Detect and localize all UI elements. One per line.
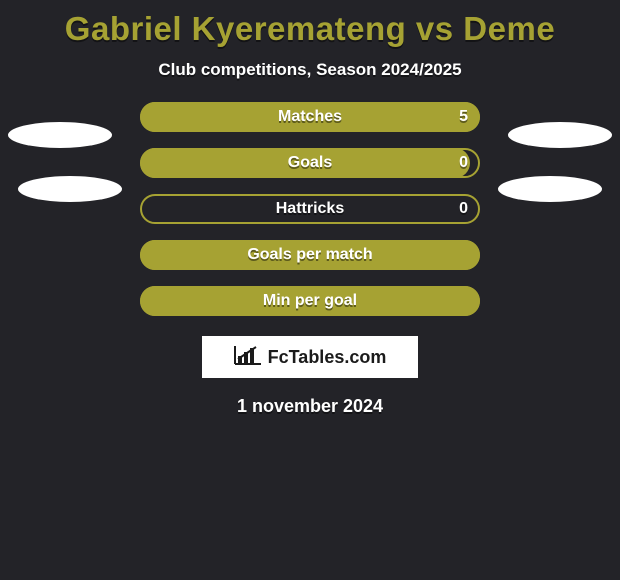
stat-label: Hattricks (140, 194, 480, 224)
chart-bars-icon (234, 345, 262, 370)
stat-value-right: 0 (459, 194, 468, 224)
player-right-photo-placeholder (508, 122, 612, 148)
snapshot-date: 1 november 2024 (0, 396, 620, 417)
player-right-flag-placeholder (498, 176, 602, 202)
comparison-card: Gabriel Kyeremateng vs Deme Club competi… (0, 0, 620, 580)
player-left-flag-placeholder (18, 176, 122, 202)
stat-row: Goals per match (140, 240, 480, 270)
stat-label: Matches (140, 102, 480, 132)
stat-row: Hattricks0 (140, 194, 480, 224)
subtitle: Club competitions, Season 2024/2025 (0, 60, 620, 80)
stat-label: Goals (140, 148, 480, 178)
stat-row: Min per goal (140, 286, 480, 316)
page-title: Gabriel Kyeremateng vs Deme (0, 4, 620, 54)
player-left-photo-placeholder (8, 122, 112, 148)
stats-rows: Matches5Goals0Hattricks0Goals per matchM… (140, 102, 480, 316)
stat-label: Min per goal (140, 286, 480, 316)
brand-badge: FcTables.com (202, 336, 418, 378)
stat-row: Matches5 (140, 102, 480, 132)
stat-value-right: 5 (459, 102, 468, 132)
stat-value-right: 0 (459, 148, 468, 178)
stat-label: Goals per match (140, 240, 480, 270)
brand-text: FcTables.com (268, 347, 387, 368)
stat-row: Goals0 (140, 148, 480, 178)
